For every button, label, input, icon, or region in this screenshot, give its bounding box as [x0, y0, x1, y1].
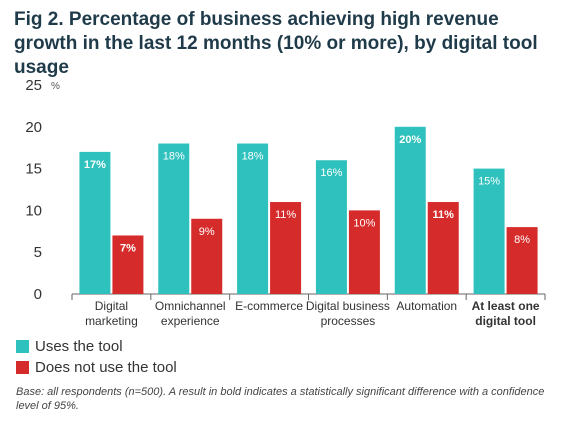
bar-not-uses	[191, 218, 223, 294]
bar-uses	[315, 160, 347, 294]
chart-title: Fig 2. Percentage of business achieving …	[14, 9, 538, 78]
legend-label-uses: Uses the tool	[35, 338, 123, 355]
legend-label-not-uses: Does not use the tool	[35, 359, 177, 376]
data-label: 11%	[433, 209, 455, 221]
bar-uses	[158, 143, 190, 294]
x-category-label: Digital	[95, 299, 128, 313]
y-tick-label: 15	[25, 161, 42, 178]
y-tick-label: 20	[25, 119, 42, 136]
x-category-label: experience	[161, 314, 220, 328]
bar-not-uses	[348, 210, 380, 294]
y-unit-label: %	[51, 81, 60, 92]
legend-item-not-uses: Does not use the tool	[16, 357, 177, 378]
legend-swatch-not-uses	[16, 361, 29, 374]
data-label: 20%	[399, 134, 421, 146]
data-label: 16%	[320, 167, 342, 179]
x-category-label: Automation	[396, 299, 457, 313]
bar-uses	[473, 168, 505, 294]
x-category-label: E-commerce	[235, 299, 303, 313]
bar-not-uses	[270, 202, 302, 294]
legend-item-uses: Uses the tool	[16, 336, 177, 357]
footnote: Base: all respondents (n=500). A result …	[16, 386, 545, 412]
bar-uses	[79, 151, 111, 294]
legend: Uses the tool Does not use the tool	[16, 336, 177, 378]
bar-not-uses	[112, 235, 144, 294]
data-label: 7%	[120, 242, 136, 254]
data-label: 9%	[199, 226, 215, 238]
legend-swatch-uses	[16, 340, 29, 353]
data-label: 17%	[84, 159, 106, 171]
y-tick-label: 10	[25, 202, 42, 219]
bar-uses	[394, 126, 426, 294]
data-label: 8%	[514, 234, 530, 246]
y-tick-label: 5	[34, 244, 42, 261]
x-category-label: marketing	[85, 314, 138, 328]
y-tick-label: 25	[25, 77, 42, 94]
data-label: 18%	[163, 151, 185, 163]
x-category-label: Omnichannel	[155, 299, 226, 313]
x-category-label: At least one	[472, 299, 540, 313]
x-category-label: Digital business	[306, 299, 390, 313]
bar-uses	[237, 143, 269, 294]
data-label: 15%	[478, 176, 500, 188]
x-category-label: digital tool	[475, 314, 536, 328]
data-label: 11%	[275, 209, 296, 221]
data-label: 18%	[242, 151, 264, 163]
bar-not-uses	[427, 202, 459, 294]
y-tick-label: 0	[34, 286, 42, 303]
data-label: 10%	[353, 217, 375, 229]
bar-not-uses	[506, 227, 538, 294]
x-category-label: processes	[321, 314, 376, 328]
